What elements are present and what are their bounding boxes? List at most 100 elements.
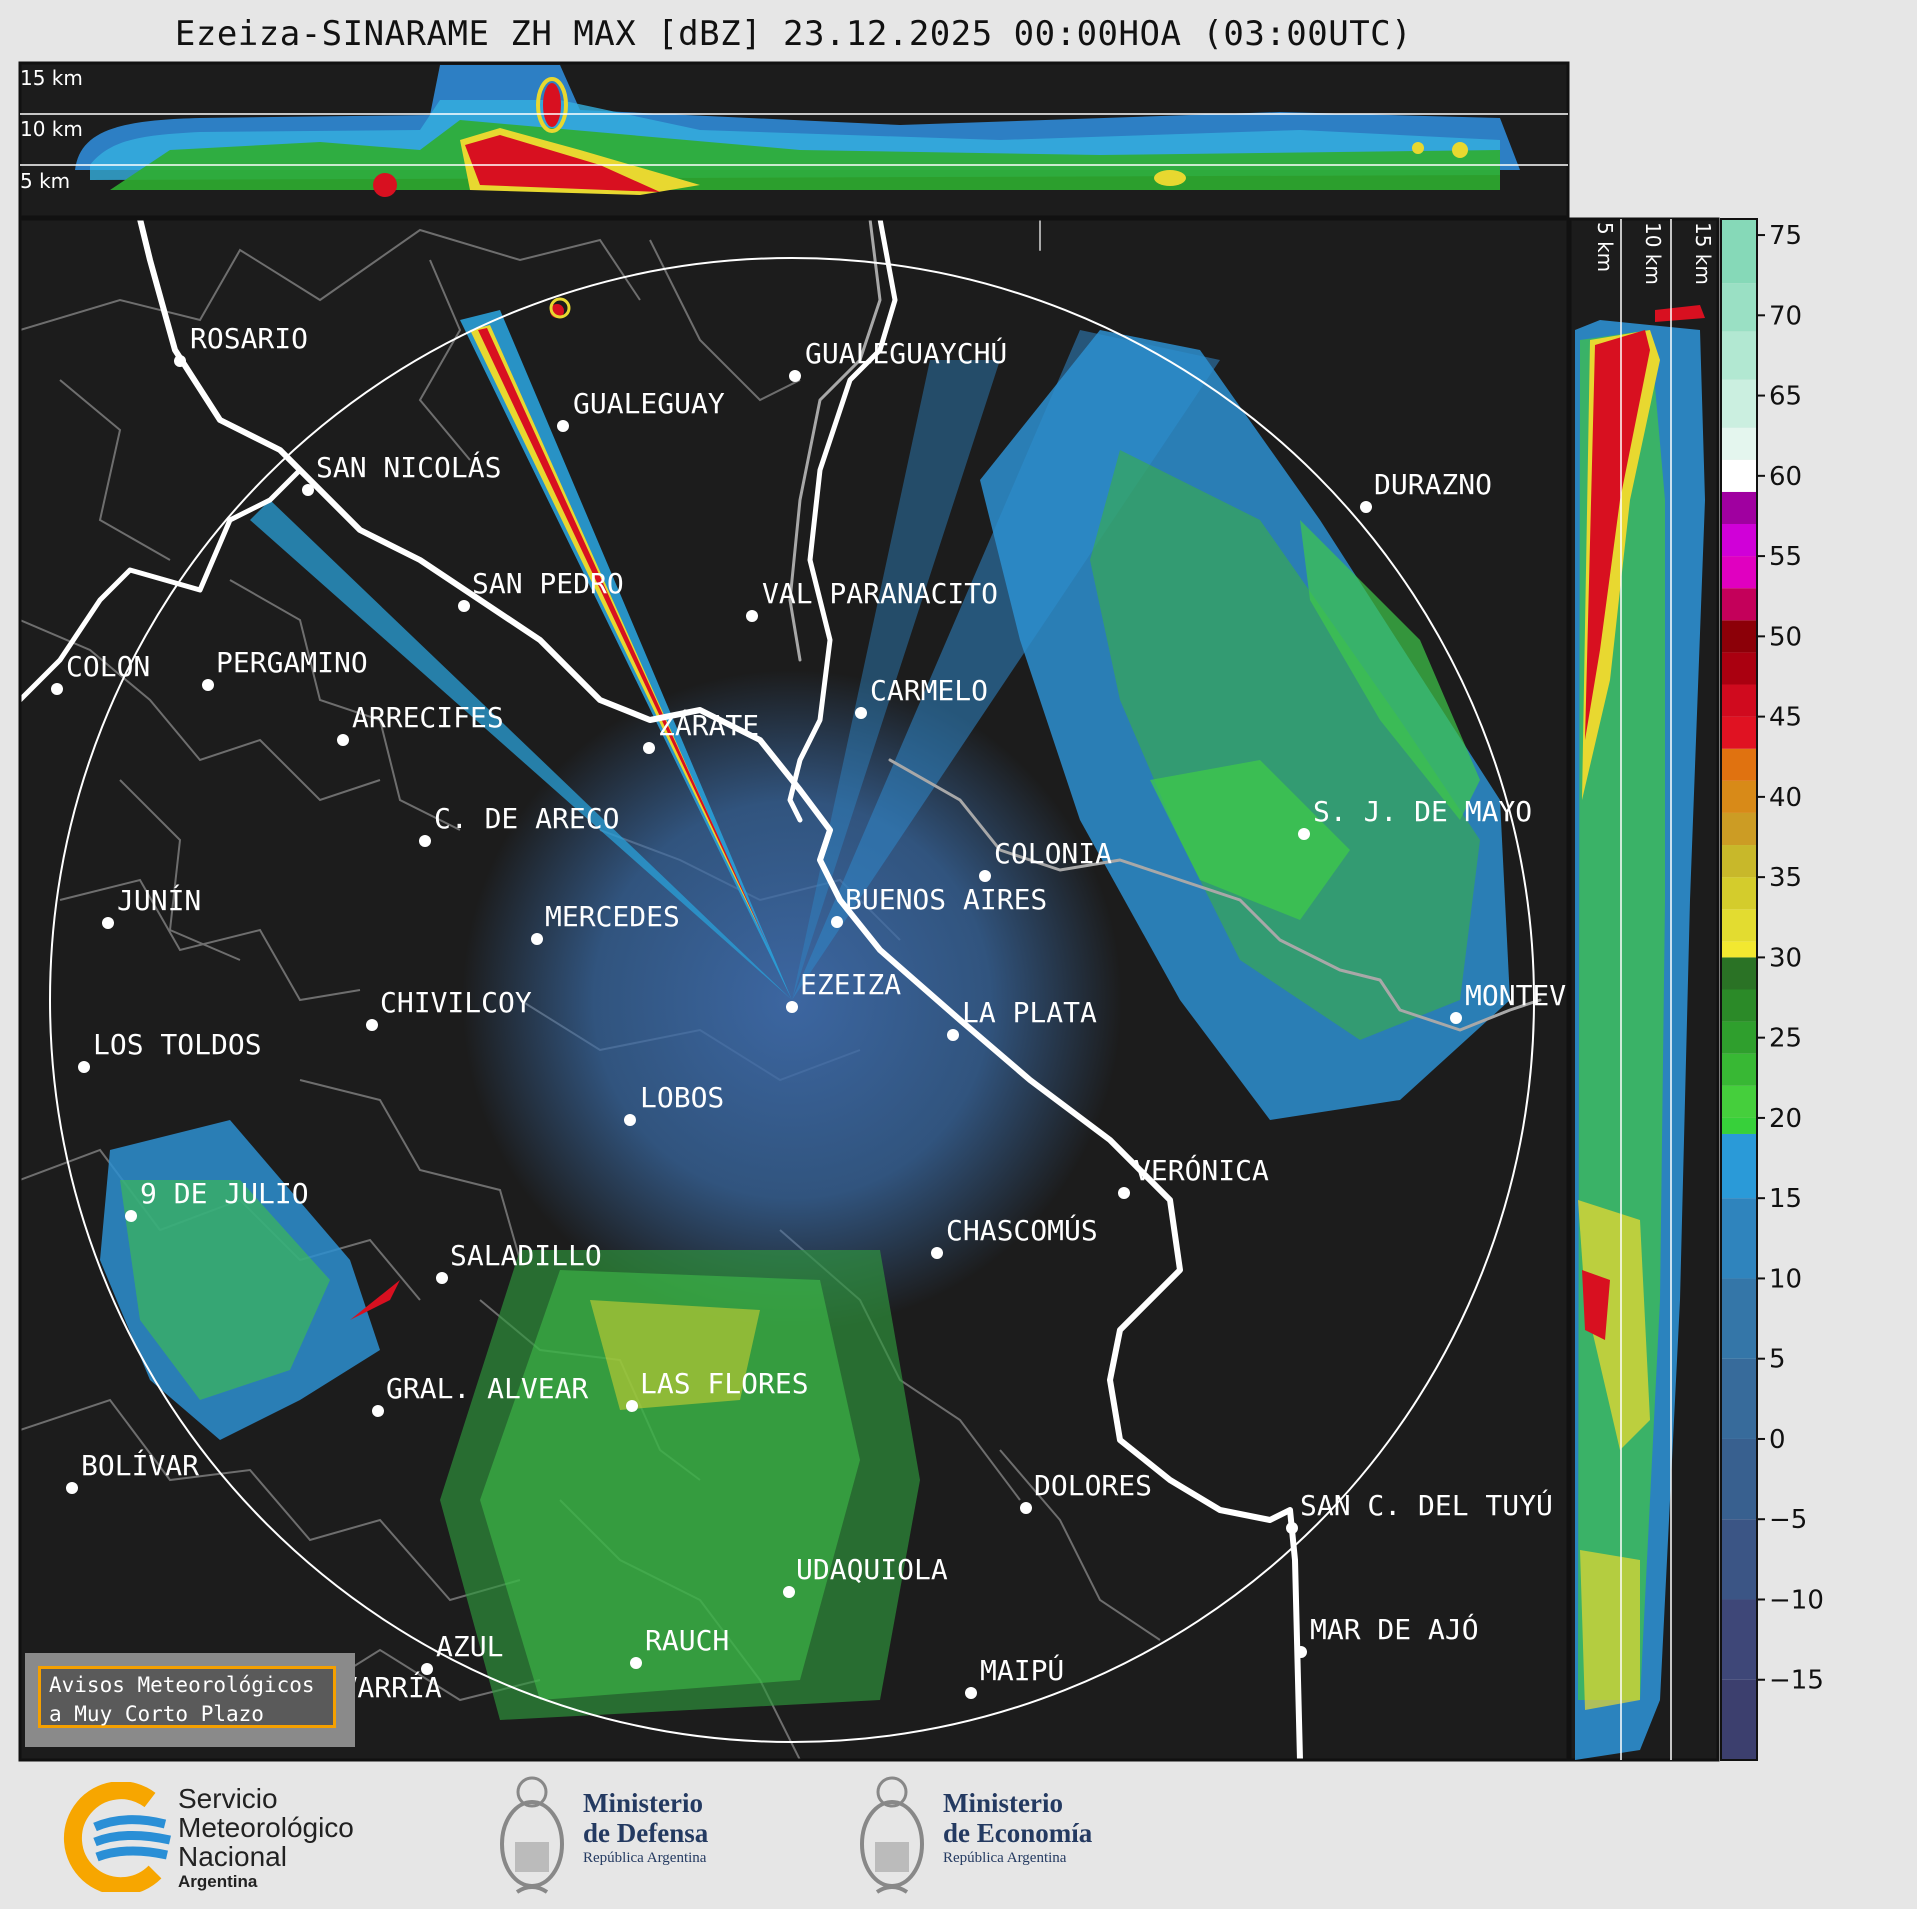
city-label: C. DE ARECO	[434, 802, 619, 835]
colorbar-segment	[1721, 957, 1757, 990]
city-label: CHASCOMÚS	[946, 1213, 1098, 1247]
smn-line-2: Meteorológico	[178, 1812, 354, 1843]
city-marker: SAN C. DEL TUYÚ	[1286, 1488, 1553, 1534]
city-marker: UDAQUIOLA	[783, 1553, 948, 1598]
colorbar-tick-label: 20	[1769, 1104, 1802, 1134]
map-frame	[18, 217, 1570, 1762]
colorbar-segment	[1721, 1278, 1757, 1359]
city-marker: PERGAMINO	[202, 646, 368, 691]
colorbar-segment	[1721, 716, 1757, 749]
city-marker: CHASCOMÚS	[931, 1213, 1098, 1259]
city-marker: DURAZNO	[1360, 468, 1492, 513]
city-dot	[831, 916, 843, 928]
city-dot	[419, 835, 431, 847]
city-marker: MAR DE AJÓ	[1295, 1612, 1479, 1658]
city-dot	[947, 1029, 959, 1041]
city-label: PERGAMINO	[216, 646, 368, 679]
city-dot	[125, 1210, 137, 1222]
city-dot	[1286, 1522, 1298, 1534]
city-dot	[630, 1657, 642, 1669]
colorbar-segment	[1721, 219, 1757, 284]
city-label: SAN C. DEL TUYÚ	[1300, 1488, 1553, 1522]
city-label: LAS FLORES	[640, 1367, 809, 1400]
warning-box[interactable]: Avisos Meteorológicos a Muy Corto Plazo	[25, 1653, 355, 1747]
colorbar-segment	[1721, 283, 1757, 332]
colorbar-tick-label: −5	[1769, 1505, 1807, 1535]
colorbar-tick-label: 55	[1769, 542, 1802, 572]
radar-echoes	[100, 297, 1510, 1720]
economia-line-2: de Economía	[943, 1818, 1093, 1848]
city-marker: LAS FLORES	[626, 1367, 809, 1412]
city-marker: VAL PARANACITO	[746, 577, 998, 622]
city-marker: EZEIZA	[786, 968, 901, 1013]
city-label: GRAL. ALVEAR	[386, 1372, 588, 1405]
city-dot	[366, 1019, 378, 1031]
top-alt-label: 5 km	[20, 169, 70, 193]
city-dot	[979, 870, 991, 882]
colorbar-tick-label: −10	[1769, 1585, 1824, 1615]
city-label: ROSARIO	[190, 322, 308, 355]
warning-line-2: a Muy Corto Plazo	[49, 1702, 264, 1726]
city-marker: CARMELO	[855, 674, 988, 719]
colorbar-segment	[1721, 491, 1757, 524]
city-marker: C. DE ARECO	[419, 802, 619, 847]
range-ring	[49, 257, 1535, 1743]
defensa-line-2: de Defensa	[583, 1818, 709, 1848]
city-marker: COLONIA	[979, 837, 1112, 882]
colorbar-tick-label: 45	[1769, 703, 1802, 733]
city-label: ZÁRATE	[658, 708, 759, 742]
warning-line-1: Avisos Meteorológicos	[49, 1673, 315, 1697]
city-dot	[436, 1272, 448, 1284]
city-marker: SAN PEDRO	[458, 567, 624, 612]
city-marker: GUALEGUAYCHÚ	[789, 336, 1007, 382]
city-marker: 9 DE JULIO	[125, 1177, 309, 1222]
colorbar-tick-label: 70	[1769, 301, 1802, 331]
colorbar-segment	[1721, 1117, 1757, 1134]
city-dot	[302, 484, 314, 496]
city-marker: BUENOS AIRES	[831, 883, 1047, 928]
city-dot	[174, 355, 186, 367]
colorbar-segment	[1721, 941, 1757, 958]
city-marker: AZUL	[421, 1630, 503, 1675]
defensa-wordmark: Ministerio de Defensa República Argentin…	[583, 1788, 708, 1868]
colorbar-tick-label: 15	[1769, 1184, 1802, 1214]
colorbar-tick-label: 5	[1769, 1345, 1786, 1375]
city-marker: GUALEGUAY	[557, 387, 725, 432]
city-label: 9 DE JULIO	[140, 1177, 309, 1210]
colorbar-segment	[1721, 684, 1757, 717]
city-dot	[789, 370, 801, 382]
city-marker: ZÁRATE	[643, 708, 759, 754]
page-title: Ezeiza-SINARAME ZH MAX [dBZ] 23.12.2025 …	[174, 14, 1413, 54]
colorbar-segment	[1721, 652, 1757, 685]
colorbar-segment	[1721, 812, 1757, 846]
colorbar-segment	[1721, 1085, 1757, 1118]
city-marker: LA PLATA	[947, 996, 1097, 1041]
colorbar-segment	[1721, 748, 1757, 781]
city-marker: SALADILLO	[436, 1239, 602, 1284]
city-label: LA PLATA	[962, 996, 1097, 1029]
colorbar-segment	[1721, 1519, 1757, 1600]
city-marker: LOS TOLDOS	[78, 1028, 262, 1073]
colorbar-tick-label: −15	[1769, 1666, 1824, 1696]
city-dot	[1450, 1012, 1462, 1024]
side-alt-label: 10 km	[1641, 222, 1665, 285]
colorbar-tick-label: 75	[1769, 221, 1802, 251]
colorbar-segment	[1721, 1599, 1757, 1680]
city-label: DOLORES	[1034, 1469, 1152, 1502]
colorbar-tick-label: 10	[1769, 1264, 1802, 1294]
economia-line-1: Ministerio	[943, 1788, 1063, 1818]
colorbar-segments	[1721, 219, 1757, 1760]
colorbar-segment	[1721, 989, 1757, 1022]
city-label: JUNÍN	[117, 883, 201, 917]
city-label: CARMELO	[870, 674, 988, 707]
city-dot	[1118, 1187, 1130, 1199]
city-dot	[626, 1400, 638, 1412]
colorbar-tick-label: 25	[1769, 1024, 1802, 1054]
city-label: RAUCH	[645, 1624, 729, 1657]
city-label: EZEIZA	[800, 968, 901, 1001]
footer-logos: Servicio Meteorológico Nacional Argentin…	[0, 1764, 1917, 1909]
city-dot	[624, 1114, 636, 1126]
economia-line-3: República Argentina	[943, 1850, 1067, 1866]
city-dot	[855, 707, 867, 719]
colorbar-segment	[1721, 1053, 1757, 1086]
